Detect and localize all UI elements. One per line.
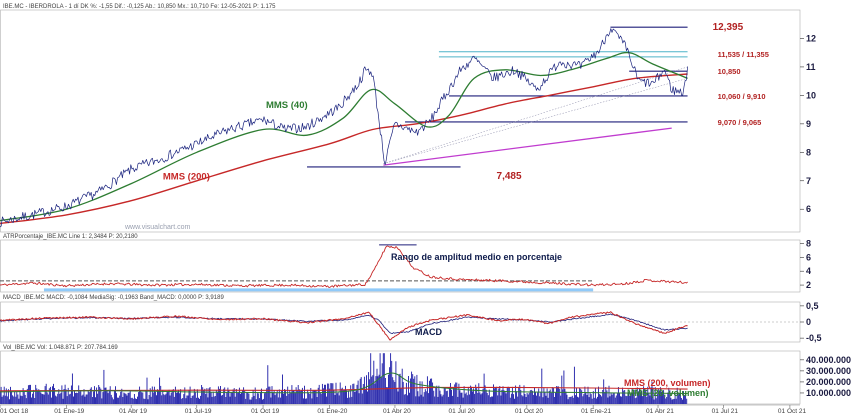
price-trendline	[383, 127, 672, 166]
atr-title-label: Rango de amplitud medio en porcentaje	[391, 252, 562, 262]
macd-title-label: MACD	[415, 327, 442, 337]
atr-panel: 2 4 6 8	[0, 238, 811, 293]
x-axis: 01 Oct 18 01 Ene-19 01 Abr 19 01 Jul-19 01 O…	[0, 404, 807, 415]
price-level-label: 10,850	[718, 67, 741, 76]
macd-header: MACD_IBE.MC MACD: -0,1084 MediaSig: -0,1…	[3, 295, 224, 301]
price-y-tick-label: 10	[806, 90, 816, 100]
volume-header: Vol_IBE.MC Vol: 1.048.871 P: 207.784.169	[3, 345, 118, 351]
price-y-tick-label: 11	[806, 62, 816, 72]
macd-y-tick-label: 0,5	[806, 301, 819, 311]
x-tick-label: 01 Oct 18	[0, 408, 29, 415]
x-tick-label: 01 Abr 21	[646, 408, 674, 415]
x-tick-label: 01 Ene-20	[317, 408, 347, 415]
macd-line	[0, 311, 688, 341]
macd-y-tick-label: -0,5	[806, 333, 822, 343]
price-mms40-line	[0, 51, 688, 222]
x-tick-label: 01 Oct 19	[251, 408, 280, 415]
atr-y-tick-label: 4	[806, 266, 811, 276]
price-level-label: 10,060 / 9,910	[718, 92, 766, 101]
atr-y-tick-label: 6	[806, 252, 811, 262]
x-tick-label: 01 Jul 20	[449, 408, 476, 415]
price-frame	[0, 9, 801, 233]
watermark: www.visualchart.com	[124, 224, 191, 231]
price-y-tick-label: 7	[806, 176, 811, 186]
price-line	[0, 28, 688, 228]
price-header: IBE.MC - IBERDROLA - 1 dí DK %: -1,55 Di…	[3, 4, 276, 10]
atr-line	[0, 245, 688, 288]
macd-panel: 0,5 0 -0,5	[0, 301, 822, 343]
macd-y-tick-label: 0	[806, 317, 811, 327]
x-tick-label: 01 Oct 21	[778, 408, 807, 415]
price-level-label: 9,070 / 9,065	[718, 118, 762, 127]
atr-y-tick-label: 8	[806, 238, 811, 248]
atr-y-tick-label: 2	[806, 280, 811, 290]
price-y-tick-label: 12	[806, 33, 816, 43]
volume-legend-mms20: MMS (20, volumen)	[627, 388, 709, 398]
volume-y-tick-label: 40.000.000	[806, 355, 851, 365]
x-tick-label: 01 Jul 21	[712, 408, 739, 415]
price-panel: 6 7 8 9 10 11 12 12,395 11,535 / 11,355 10,850 10,…	[0, 9, 816, 233]
volume-mms20-line	[0, 372, 688, 394]
price-level-label: 11,535 / 11,355	[718, 50, 769, 59]
price-mms200-line	[0, 73, 688, 225]
price-fan-line	[383, 66, 688, 164]
atr-header: ATRPorcentaje_IBE.MC Line 1: 2,3484 P: 2…	[3, 234, 138, 240]
volume-y-tick-label: 20.000.000	[806, 377, 851, 387]
price-level-label: 7,485	[497, 171, 522, 182]
x-tick-label: 01 Jul-19	[185, 408, 212, 415]
price-level-label: 12,395	[713, 22, 744, 33]
price-annotation: MMS (40)	[266, 100, 308, 111]
x-tick-label: 01 Abr 20	[383, 408, 411, 415]
x-tick-label: 01 Abr 19	[119, 408, 147, 415]
price-y-tick-label: 8	[806, 147, 811, 157]
volume-y-tick-label: 30.000.000	[806, 366, 851, 376]
volume-legend-mms200: MMS (200, volumen)	[624, 378, 711, 388]
price-y-tick-label: 9	[806, 119, 811, 129]
x-tick-label: 01 Ene-19	[54, 408, 84, 415]
price-y-tick-label: 6	[806, 204, 811, 214]
volume-mms200-line	[0, 386, 688, 392]
volume-y-tick-label: 10.000.000	[806, 388, 851, 398]
x-tick-label: 01 Oct 20	[515, 408, 544, 415]
x-tick-label: 01 Ene-21	[581, 408, 611, 415]
price-annotation: MMS (200)	[163, 171, 210, 182]
